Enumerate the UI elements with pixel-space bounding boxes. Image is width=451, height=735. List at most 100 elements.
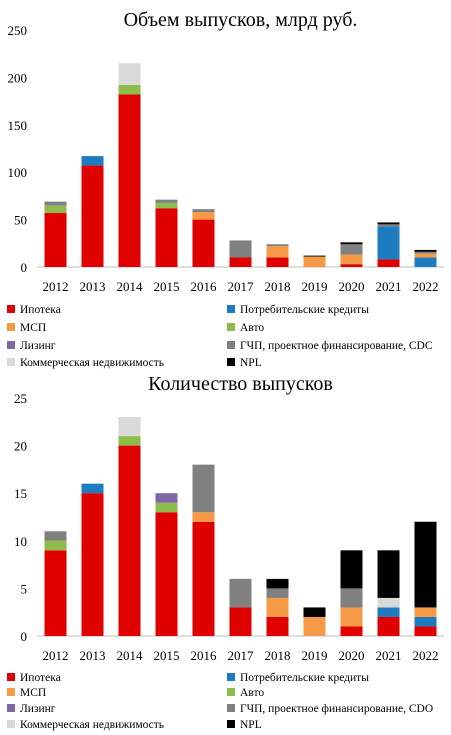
x-tick-label: 2021 [376,648,402,663]
y-tick-label: 250 [8,23,28,38]
bar-segment-mortgage [155,512,178,636]
bar-segment-sme [414,607,437,617]
legend-label-npl: NPL [240,357,262,369]
bar-segment-consumer [377,226,400,260]
bar-segment-sme [192,212,215,220]
x-tick-label: 2016 [191,279,218,294]
legend-label-sme: МСП [20,687,46,699]
legend-swatch-mortgage [7,305,15,313]
bar-segment-sme [340,607,363,627]
bar-segment-sme [266,246,289,258]
bar-segment-mortgage [44,212,67,267]
legend-swatch-sme [7,688,15,696]
bar-segment-consumer [81,483,104,494]
y-tick-label: 100 [8,165,28,180]
legend-swatch-leasing [7,341,15,349]
x-tick-label: 2014 [117,648,144,663]
y-tick-label: 200 [8,70,28,85]
legend-label-npl: NPL [240,719,262,731]
legend-label-auto: Авто [240,322,264,334]
x-tick-label: 2013 [80,648,106,663]
x-tick-label: 2017 [228,648,255,663]
bar-segment-sme [303,256,326,267]
bar-segment-auto [155,502,178,513]
bar-segment-mortgage [118,445,141,636]
bar-segment-mortgage [229,607,252,636]
legend-label-consumer: Потребительские кредиты [240,304,369,316]
bar-segment-auto [44,540,67,551]
bar-segment-npl [340,242,363,245]
bar-segment-npl [266,578,289,589]
bar-segment-ppp [229,240,252,258]
legend-label-mortgage: Ипотека [20,304,61,316]
bar-segment-mortgage [118,94,141,268]
legend-label-auto: Авто [240,687,264,699]
x-tick-label: 2018 [265,279,291,294]
bar-segment-ppp [44,201,67,205]
bar-segment-auto [118,436,141,446]
bar-segment-mortgage [81,165,104,267]
chart-title: Количество выпусков [148,373,333,395]
bar-segment-mortgage [44,550,67,636]
y-tick-label: 50 [14,213,27,228]
legend-label-commercial: Коммерческая недвижимость [20,719,164,731]
y-tick-label: 15 [14,486,27,501]
bar-segment-consumer [81,156,104,166]
bar-segment-consumer [414,616,437,627]
bar-segment-npl [414,521,437,608]
x-tick-label: 2017 [228,279,255,294]
legend-label-commercial: Коммерческая недвижимость [20,357,164,369]
bar-segment-ppp [192,209,215,213]
bar-segment-mortgage [340,264,363,267]
x-tick-label: 2022 [413,279,439,294]
y-tick-label: 0 [21,629,28,644]
x-tick-label: 2015 [154,279,180,294]
bar-segment-auto [155,202,178,209]
bar-segment-ppp [155,199,178,202]
bar-segment-leasing [44,204,67,206]
x-tick-label: 2013 [80,279,106,294]
y-tick-label: 10 [14,534,27,549]
bar-segment-commercial [118,417,141,437]
legend-swatch-mortgage [7,673,15,681]
x-tick-label: 2020 [339,648,365,663]
x-tick-label: 2018 [265,648,291,663]
chart-title: Объем выпусков, млрд руб. [124,9,358,31]
bar-segment-mortgage [229,257,252,267]
bar-segment-ppp [229,578,252,608]
y-tick-label: 0 [21,260,28,275]
bar-segment-npl [340,550,363,589]
legend-swatch-commercial [7,358,15,366]
legend-swatch-ppp [227,704,235,712]
x-tick-label: 2022 [413,648,439,663]
y-tick-label: 25 [14,391,27,406]
bar-segment-sme [414,253,437,258]
legend-swatch-consumer [227,673,235,681]
x-tick-label: 2015 [154,648,180,663]
bar-segment-consumer [377,607,400,617]
bar-segment-ppp [266,588,289,598]
legend-swatch-auto [227,323,235,331]
bar-segment-mortgage [340,626,363,636]
bar-segment-ppp [377,224,400,227]
x-tick-label: 2019 [302,648,328,663]
bar-segment-npl [377,222,400,225]
bar-segment-npl [303,607,326,617]
bar-segment-mortgage [192,219,215,267]
x-tick-label: 2019 [302,279,328,294]
x-tick-label: 2021 [376,279,402,294]
bar-segment-mortgage [192,521,215,636]
bar-segment-mortgage [414,626,437,636]
bar-segment-sme [340,254,363,265]
y-tick-label: 5 [21,581,28,596]
legend-label-mortgage: Ипотека [20,672,61,684]
bar-segment-ppp [44,531,67,541]
x-tick-label: 2012 [43,648,69,663]
y-tick-label: 150 [8,118,28,133]
legend-label-ppp: ГЧП, проектное финансирование, CDC [240,340,433,352]
x-tick-label: 2020 [339,279,365,294]
bar-segment-auto [118,84,141,95]
bar-segment-npl [303,255,326,257]
legend-swatch-leasing [7,704,15,712]
